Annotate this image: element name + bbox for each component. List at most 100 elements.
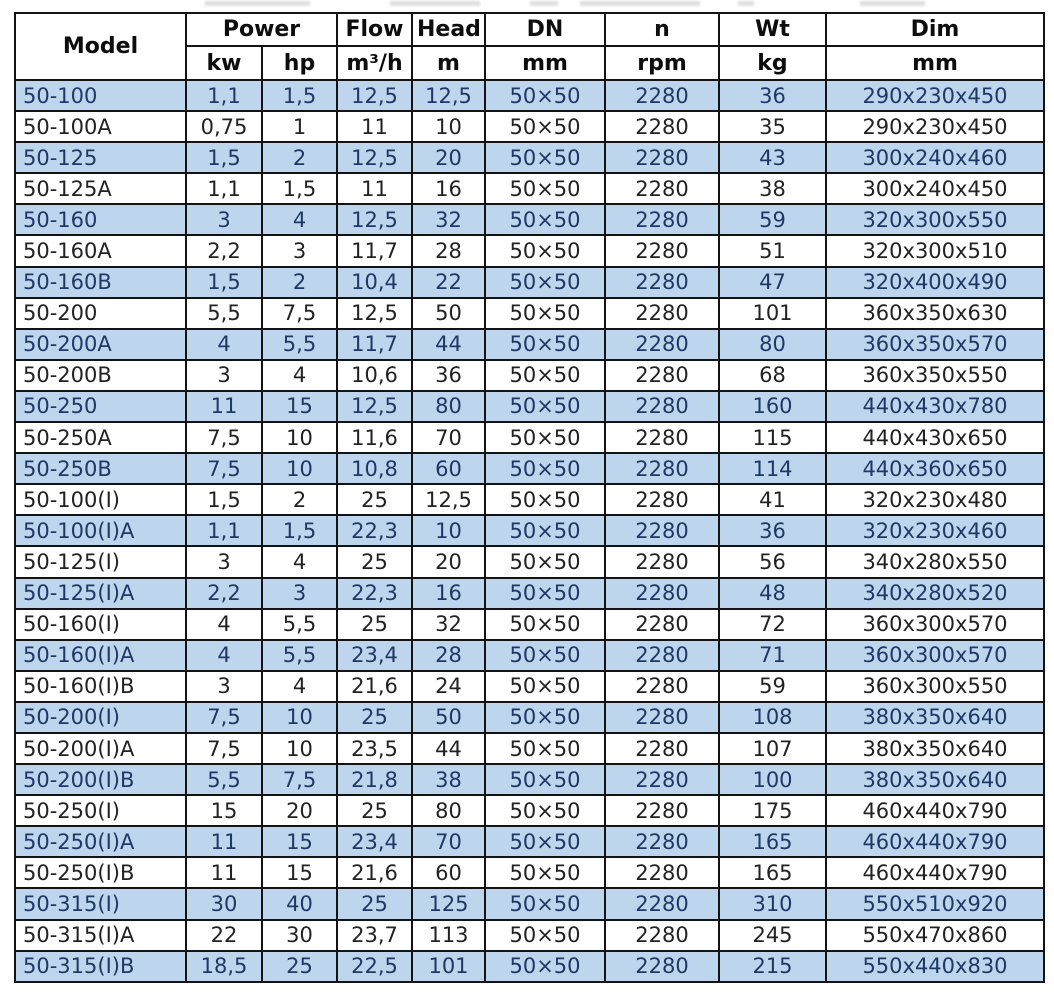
col-header-wt: Wt — [718, 12, 827, 47]
dn-cell: 50×50 — [484, 483, 606, 517]
col-header-dim: Dim — [825, 12, 1045, 47]
wt-cell: 80 — [718, 327, 827, 361]
dn-cell: 50×50 — [484, 203, 606, 237]
flow-cell: 12,5 — [336, 141, 413, 175]
kw-cell: 4 — [185, 638, 263, 672]
model-cell: 50-160A — [14, 234, 187, 268]
flow-cell: 12,5 — [336, 78, 413, 113]
table-row: 50-200(I)B 5,5 7,5 21,8 38 50×50 2280 100 380x35… — [14, 763, 1045, 797]
dn-cell: 50×50 — [484, 731, 606, 766]
dn-cell: 50×50 — [484, 856, 606, 890]
table-body: 50-100 1,1 1,5 12,5 12,5 50×50 2280 36 290x230x4… — [14, 78, 1045, 984]
wt-cell: 48 — [718, 576, 827, 610]
rpm-cell: 2280 — [604, 918, 720, 952]
kw-cell: 2,2 — [185, 234, 263, 268]
rpm-cell: 2280 — [604, 576, 720, 610]
wt-cell: 165 — [718, 856, 827, 890]
flow-cell: 23,5 — [336, 731, 413, 766]
hp-cell: 1,5 — [261, 78, 338, 113]
flow-cell: 21,8 — [336, 763, 413, 797]
model-cell: 50-125(I) — [14, 545, 187, 579]
hp-cell: 5,5 — [261, 638, 338, 672]
model-cell: 50-200(I)A — [14, 731, 187, 766]
flow-cell: 10,6 — [336, 358, 413, 392]
kw-cell: 1,1 — [185, 172, 263, 206]
head-cell: 101 — [411, 949, 486, 984]
header-row-titles: Model Power Flow Head DN n Wt Dim — [14, 12, 1045, 81]
dim-cell: 360x350x550 — [825, 358, 1045, 392]
col-header-dim-unit: mm — [825, 45, 1045, 81]
table-row: 50-100A 0,75 1 11 10 50×50 2280 35 290x230x450 — [14, 110, 1045, 144]
rpm-cell: 2280 — [604, 514, 720, 548]
dn-cell: 50×50 — [484, 576, 606, 610]
head-cell: 24 — [411, 669, 486, 703]
model-cell: 50-250(I) — [14, 794, 187, 828]
dn-cell: 50×50 — [484, 669, 606, 703]
dim-cell: 380x350x640 — [825, 763, 1045, 797]
rpm-cell: 2280 — [604, 327, 720, 361]
dn-cell: 50×50 — [484, 638, 606, 672]
model-cell: 50-100A — [14, 110, 187, 144]
model-cell: 50-160B — [14, 265, 187, 299]
dim-cell: 550x470x860 — [825, 918, 1045, 952]
hp-cell: 4 — [261, 669, 338, 703]
col-header-power: Power — [185, 12, 338, 47]
rpm-cell: 2280 — [604, 856, 720, 890]
kw-cell: 4 — [185, 607, 263, 641]
table-row: 50-200 5,5 7,5 12,5 50 50×50 2280 101 360x350x63… — [14, 296, 1045, 330]
head-cell: 113 — [411, 918, 486, 952]
model-cell: 50-160(I)B — [14, 669, 187, 703]
dim-cell: 360x300x570 — [825, 607, 1045, 641]
model-cell: 50-250 — [14, 389, 187, 424]
wt-cell: 56 — [718, 545, 827, 579]
kw-cell: 18,5 — [185, 949, 263, 984]
cropped-text-artifact — [738, 1, 754, 6]
dim-cell: 320x230x480 — [825, 483, 1045, 517]
kw-cell: 11 — [185, 856, 263, 890]
hp-cell: 30 — [261, 918, 338, 952]
wt-cell: 47 — [718, 265, 827, 299]
table-row: 50-200(I)A 7,5 10 23,5 44 50×50 2280 107 380x350… — [14, 731, 1045, 766]
hp-cell: 10 — [261, 452, 338, 486]
flow-cell: 22,5 — [336, 949, 413, 984]
dn-cell: 50×50 — [484, 918, 606, 952]
model-cell: 50-125(I)A — [14, 576, 187, 610]
table-row: 50-125 1,5 2 12,5 20 50×50 2280 43 300x240x460 — [14, 141, 1045, 175]
flow-cell: 22,3 — [336, 514, 413, 548]
flow-cell: 23,4 — [336, 825, 413, 859]
hp-cell: 15 — [261, 825, 338, 859]
rpm-cell: 2280 — [604, 203, 720, 237]
flow-cell: 25 — [336, 794, 413, 828]
kw-cell: 22 — [185, 918, 263, 952]
hp-cell: 1,5 — [261, 172, 338, 206]
cropped-text-artifact — [530, 1, 558, 6]
rpm-cell: 2280 — [604, 110, 720, 144]
head-cell: 50 — [411, 296, 486, 330]
wt-cell: 107 — [718, 731, 827, 766]
head-cell: 20 — [411, 141, 486, 175]
dim-cell: 460x440x790 — [825, 825, 1045, 859]
rpm-cell: 2280 — [604, 483, 720, 517]
model-cell: 50-250A — [14, 421, 187, 455]
hp-cell: 3 — [261, 576, 338, 610]
hp-cell: 1,5 — [261, 514, 338, 548]
wt-cell: 51 — [718, 234, 827, 268]
rpm-cell: 2280 — [604, 669, 720, 703]
kw-cell: 5,5 — [185, 763, 263, 797]
table-row: 50-315(I)B 18,5 25 22,5 101 50×50 2280 215 550x4… — [14, 949, 1045, 984]
dn-cell: 50×50 — [484, 949, 606, 984]
table-row: 50-200B 3 4 10,6 36 50×50 2280 68 360x350x550 — [14, 358, 1045, 392]
hp-cell: 10 — [261, 700, 338, 734]
table-row: 50-160A 2,2 3 11,7 28 50×50 2280 51 320x300x510 — [14, 234, 1045, 268]
wt-cell: 35 — [718, 110, 827, 144]
wt-cell: 36 — [718, 78, 827, 113]
model-cell: 50-100 — [14, 78, 187, 113]
rpm-cell: 2280 — [604, 296, 720, 330]
wt-cell: 114 — [718, 452, 827, 486]
kw-cell: 7,5 — [185, 421, 263, 455]
rpm-cell: 2280 — [604, 794, 720, 828]
dn-cell: 50×50 — [484, 296, 606, 330]
col-header-n-unit: rpm — [604, 45, 720, 81]
model-cell: 50-200 — [14, 296, 187, 330]
col-header-kw: kw — [185, 45, 263, 81]
